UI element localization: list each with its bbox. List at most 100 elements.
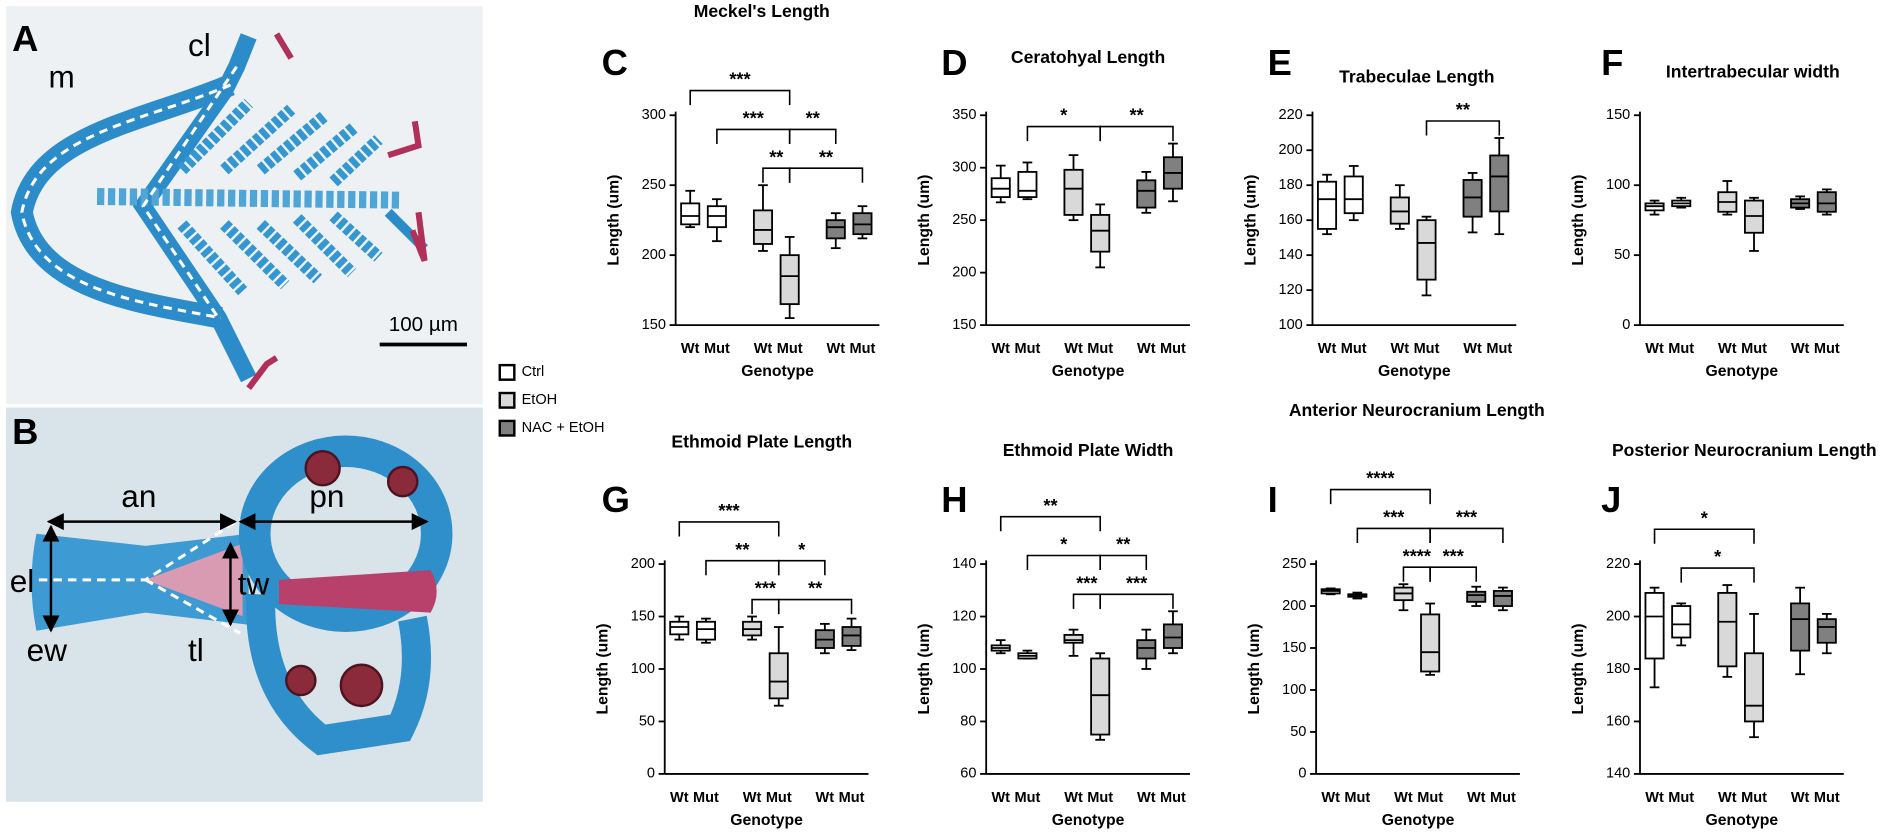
x-tick-label: Mut [1014, 790, 1040, 806]
significance-bracket [1099, 554, 1148, 571]
y-tick-label: 120 [1278, 282, 1302, 298]
box [1671, 605, 1692, 639]
x-tick-label: Wt [743, 790, 762, 806]
y-tick-label: 300 [642, 107, 666, 123]
x-tick-label: Wt [754, 341, 773, 357]
x-tick-label: Mut [1160, 790, 1186, 806]
box [1136, 179, 1157, 209]
box [680, 202, 701, 226]
x-tick-label: Mut [1087, 790, 1113, 806]
x-axis-label: Genotype [1378, 363, 1451, 380]
y-tick-label: 300 [952, 160, 976, 176]
trabeculae-gap [145, 543, 243, 617]
y-tick-label: 200 [952, 264, 976, 280]
x-tick-label: Wt [681, 341, 700, 357]
significance-bracket [1653, 528, 1755, 544]
x-axis-label: Genotype [1706, 363, 1779, 380]
significance-bracket [1099, 593, 1174, 609]
box [1063, 633, 1084, 644]
box [1816, 191, 1837, 213]
y-tick-label: 160 [1278, 212, 1302, 228]
x-tick-label: Wt [1718, 790, 1737, 806]
box [990, 177, 1011, 198]
box [1416, 219, 1437, 281]
x-tick-label: Mut [1814, 790, 1840, 806]
significance-label: *** [1456, 508, 1478, 528]
y-tick-label: 150 [642, 317, 666, 333]
y-tick-label: 100 [1278, 317, 1302, 333]
significance-bracket [716, 128, 791, 144]
y-tick-label: 140 [1606, 766, 1630, 782]
x-tick-label: Wt [1645, 341, 1664, 357]
x-tick-label: Wt [1137, 790, 1156, 806]
x-tick-label: Mut [1087, 341, 1113, 357]
x-tick-label: Mut [1414, 341, 1440, 357]
panel-letter: G [602, 479, 630, 520]
significance-bracket [1026, 554, 1101, 571]
y-tick-label: 120 [952, 608, 976, 624]
box [1090, 214, 1111, 253]
neurocranium [238, 435, 453, 632]
significance-bracket [1329, 488, 1431, 505]
y-axis-label: Length (um) [1570, 175, 1587, 266]
chart-title: Ethmoid Plate Length [671, 432, 852, 452]
significance-bracket [1429, 566, 1478, 582]
x-tick-label: Wt [816, 790, 835, 806]
box [825, 219, 846, 240]
y-tick-label: 250 [1282, 556, 1306, 572]
chart-title: Posterior Neurocranium Length [1612, 440, 1877, 460]
y-tick-label: 50 [1290, 724, 1306, 740]
panel-letter: A [12, 18, 38, 59]
y-axis-label: Length (um) [916, 623, 933, 714]
y-tick-label: 140 [952, 556, 976, 572]
significance-label: * [1060, 535, 1068, 555]
y-tick-label: 0 [647, 766, 655, 782]
otic-region [246, 593, 431, 756]
significance-bracket [1402, 566, 1431, 582]
ethmoid-plate [31, 533, 249, 631]
x-tick-label: Wt [1791, 790, 1810, 806]
significance-bracket [1680, 567, 1755, 583]
box [1744, 652, 1765, 723]
x-tick-label: Mut [704, 341, 730, 357]
chart-title: Meckel's Length [694, 1, 830, 21]
box [1790, 602, 1811, 652]
y-tick-label: 200 [1606, 608, 1630, 624]
photo-label: ew [27, 632, 68, 668]
x-tick-label: Mut [1486, 341, 1512, 357]
y-tick-label: 50 [1614, 247, 1630, 263]
x-axis-label: Genotype [730, 812, 803, 829]
x-tick-label: Mut [1014, 341, 1040, 357]
scale-label: 100 µm [389, 313, 458, 336]
significance-label: *** [743, 109, 765, 129]
box [1017, 170, 1038, 198]
x-tick-label: Wt [1645, 790, 1664, 806]
photo-label: tw [238, 565, 270, 601]
x-tick-label: Wt [1064, 341, 1083, 357]
x-tick-label: Mut [1741, 341, 1767, 357]
box [841, 626, 862, 647]
y-tick-label: 150 [631, 608, 655, 624]
significance-bracket [762, 167, 791, 183]
y-tick-label: 150 [1282, 640, 1306, 656]
y-tick-label: 250 [642, 177, 666, 193]
significance-label: **** [1366, 469, 1395, 489]
x-tick-label: Wt [1321, 790, 1340, 806]
box [752, 209, 773, 245]
panel-letter: E [1268, 42, 1292, 83]
notochord [278, 570, 437, 613]
photo-label: an [121, 478, 156, 514]
y-tick-label: 200 [631, 556, 655, 572]
x-tick-label: Mut [839, 790, 865, 806]
significance-bracket [777, 598, 853, 615]
y-tick-label: 100 [952, 661, 976, 677]
significance-label: *** [1076, 573, 1098, 593]
x-tick-label: Mut [1741, 790, 1767, 806]
y-axis-label: Length (um) [1246, 623, 1263, 714]
chart-title: Anterior Neurocranium Length [1289, 400, 1545, 420]
x-tick-label: Mut [1417, 790, 1443, 806]
x-tick-label: Mut [850, 341, 876, 357]
legend-label: NAC + EtOH [522, 420, 605, 436]
photo-label: m [49, 58, 75, 94]
significance-bracket [1429, 527, 1504, 543]
